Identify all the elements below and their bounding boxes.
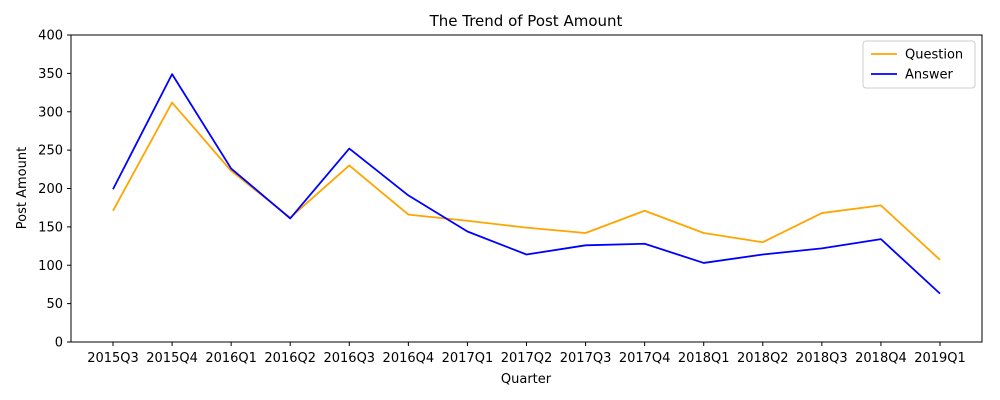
x-tick-label: 2016Q4 <box>383 351 435 366</box>
x-tick-label: 2017Q3 <box>560 351 612 366</box>
series-layer <box>112 73 941 295</box>
x-tick-label: 2019Q1 <box>914 351 966 366</box>
series-line-answer <box>112 73 941 295</box>
y-tick-label: 300 <box>38 105 63 120</box>
x-tick-label: 2015Q4 <box>146 351 198 366</box>
x-tick-label: 2018Q4 <box>855 351 907 366</box>
y-tick-label: 50 <box>46 297 63 312</box>
x-axis-label: Quarter <box>501 372 552 387</box>
legend-label-question: Question <box>905 48 963 63</box>
x-tick-label: 2015Q3 <box>87 351 139 366</box>
x-tick-label: 2016Q2 <box>264 351 316 366</box>
y-tick-label: 0 <box>55 336 63 351</box>
y-axis: 0 50 100 150 200 250 300 350 400 <box>38 29 71 351</box>
legend: Question Answer <box>862 40 976 89</box>
x-tick-label: 2016Q1 <box>205 351 257 366</box>
x-tick-label: 2017Q4 <box>619 351 671 366</box>
y-axis-label: Post Amount <box>15 147 30 229</box>
x-tick-label: 2018Q2 <box>737 351 789 366</box>
x-tick-label: 2018Q3 <box>796 351 848 366</box>
series-line-question <box>112 101 941 261</box>
chart-title: The Trend of Post Amount <box>429 12 623 30</box>
y-tick-label: 350 <box>38 67 63 82</box>
x-tick-label: 2018Q1 <box>678 351 730 366</box>
x-axis: 2015Q3 2015Q4 2016Q1 2016Q2 2016Q3 2016Q4 2017… <box>87 342 966 366</box>
legend-box <box>862 40 976 89</box>
x-tick-label: 2016Q3 <box>323 351 375 366</box>
y-tick-label: 200 <box>38 182 63 197</box>
x-tick-label: 2017Q1 <box>442 351 494 366</box>
legend-label-answer: Answer <box>905 68 954 83</box>
y-tick-label: 250 <box>38 144 63 159</box>
plot-frame <box>70 34 983 343</box>
y-tick-label: 400 <box>38 29 63 44</box>
x-tick-label: 2017Q2 <box>501 351 553 366</box>
plot-area <box>70 34 983 343</box>
y-tick-label: 100 <box>38 259 63 274</box>
y-tick-label: 150 <box>38 220 63 235</box>
